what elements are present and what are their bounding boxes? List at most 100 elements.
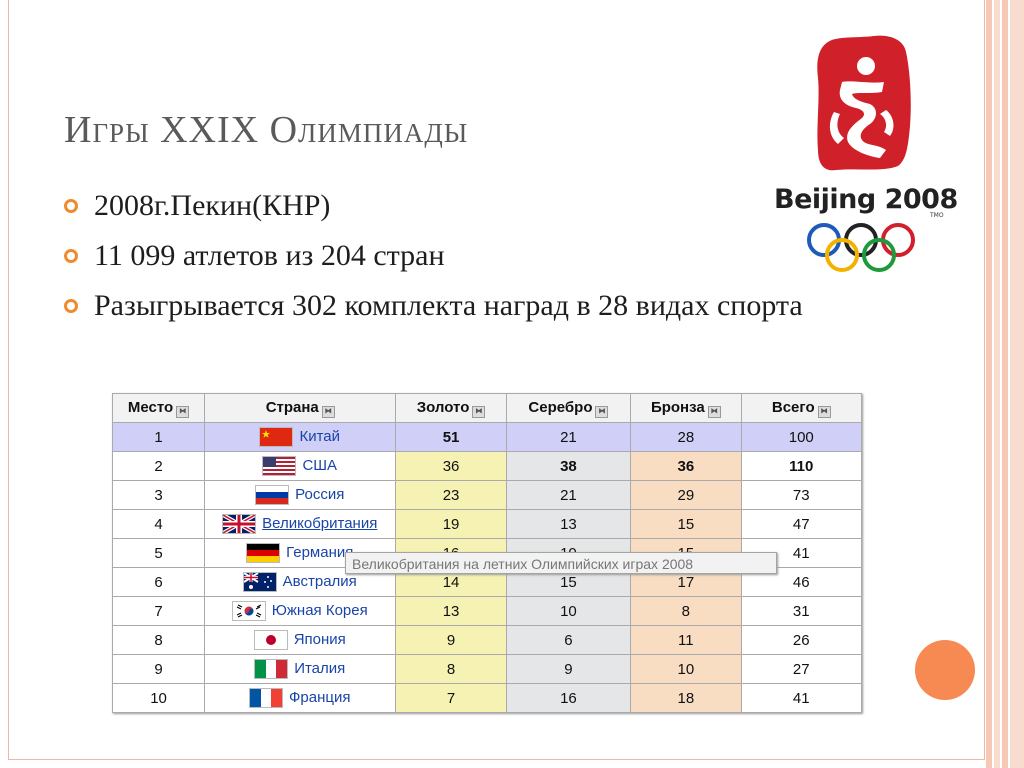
table-row: 7 Южная Корея 13 10 8 31 [111,596,862,626]
country-cell: Великобритания [204,509,397,539]
place-cell: 2 [111,451,206,481]
medal-table: Место ⧓ Страна ⧓ Золото ⧓ Серебро ⧓ Бронза ⧓ … [111,393,862,713]
place-cell: 8 [111,625,206,655]
table-row: 1 Китай 51 21 28 100 [111,422,862,452]
header-label: Золото [416,399,470,416]
country-link[interactable]: США [302,456,338,474]
header-label: Серебро [528,399,593,416]
sort-icon[interactable]: ⧓ [817,406,831,418]
bullet-item: 2008г.Пекин(КНР) [64,186,824,226]
sort-icon[interactable]: ⧓ [321,406,335,418]
total-cell: 41 [740,683,862,713]
gold-cell: 9 [395,625,507,655]
column-header-place[interactable]: Место ⧓ [111,393,206,423]
header-label: Страна [265,399,319,416]
slide-title: Игры XXIX Олимпиады [64,109,469,151]
flag-germany-icon [247,544,280,563]
country-link[interactable]: Япония [293,630,346,648]
flag-japan-icon [254,631,287,650]
silver-cell: 21 [505,480,632,510]
gold-cell: 13 [395,596,507,626]
place-cell: 3 [111,480,206,510]
total-cell: 100 [740,422,862,452]
column-header-total[interactable]: Всего ⧓ [740,393,862,423]
column-header-silver[interactable]: Серебро ⧓ [505,393,632,423]
table-row: 10 Франция 7 16 18 41 [111,683,862,713]
flag-italy-icon [255,660,288,679]
place-cell: 9 [111,654,206,684]
flag-usa-icon [263,457,296,476]
column-header-gold[interactable]: Золото ⧓ [395,393,507,423]
country-link[interactable]: Франция [289,688,351,706]
gold-cell: 23 [395,480,507,510]
place-cell: 5 [111,538,206,568]
bronze-cell: 10 [630,654,742,684]
column-header-country[interactable]: Страна ⧓ [204,393,397,423]
flag-south-korea-icon [232,602,265,621]
silver-cell: 38 [505,451,632,481]
beijing-2008-logo [807,35,915,272]
country-cell: Япония [204,625,397,655]
slide-edge-stripe [986,0,992,768]
flag-china-icon [260,428,293,447]
country-cell: США [204,451,397,481]
place-cell: 1 [111,422,206,452]
country-link[interactable]: Южная Корея [271,601,368,619]
decorative-circle [915,640,975,700]
sort-icon[interactable]: ⧓ [176,406,190,418]
silver-cell: 13 [505,509,632,539]
column-header-bronze[interactable]: Бронза ⧓ [630,393,742,423]
sort-icon[interactable]: ⧓ [595,406,609,418]
place-cell: 4 [111,509,206,539]
silver-cell: 21 [505,422,632,452]
country-link[interactable]: Германия [286,543,354,561]
trademark-label: TMO [930,212,944,219]
link-tooltip: Великобритания на летних Олимпийских игр… [345,552,777,574]
bullet-text: Разыгрывается 302 комплекта наград в 28 … [94,289,803,322]
gold-cell: 51 [395,422,507,452]
bullet-icon [64,249,78,263]
flag-uk-icon [223,515,256,534]
flag-australia-icon [243,573,276,592]
bronze-cell: 29 [630,480,742,510]
bronze-cell: 18 [630,683,742,713]
country-cell: Китай [204,422,397,452]
bronze-cell: 28 [630,422,742,452]
slide-frame [8,0,985,760]
country-link[interactable]: Россия [295,485,345,503]
beijing-2008-wordmark: Beijing 2008 [774,184,958,215]
country-link[interactable]: Австралия [282,572,357,590]
gold-cell: 7 [395,683,507,713]
gold-cell: 19 [395,509,507,539]
bronze-cell: 15 [630,509,742,539]
place-cell: 6 [111,567,206,597]
country-cell: Италия [204,654,397,684]
bronze-cell: 8 [630,596,742,626]
olympic-rings [807,223,915,272]
slide-edge-stripe [994,0,1000,768]
header-label: Всего [771,399,815,416]
table-row: 4 Великобритания 19 13 15 47 [111,509,862,539]
country-link[interactable]: Китай [299,427,341,445]
sort-icon[interactable]: ⧓ [707,406,721,418]
table-row: 9 Италия 8 9 10 27 [111,654,862,684]
bullet-list: 2008г.Пекин(КНР) 11 099 атлетов из 204 с… [64,186,824,336]
place-cell: 10 [111,683,206,713]
bronze-cell: 11 [630,625,742,655]
table-row: 8 Япония 9 6 11 26 [111,625,862,655]
bullet-icon [64,199,78,213]
slide-edge-stripe [1002,0,1008,768]
sort-icon[interactable]: ⧓ [472,406,486,418]
country-link[interactable]: Великобритания [262,514,378,532]
country-link[interactable]: Италия [294,659,346,677]
total-cell: 47 [740,509,862,539]
total-cell: 26 [740,625,862,655]
silver-cell: 16 [505,683,632,713]
bullet-text: 11 099 атлетов из 204 стран [94,239,445,272]
table-header-row: Место ⧓ Страна ⧓ Золото ⧓ Серебро ⧓ Бронза ⧓ … [111,393,862,423]
total-cell: 31 [740,596,862,626]
place-cell: 7 [111,596,206,626]
bullet-icon [64,299,78,313]
country-cell: Франция [204,683,397,713]
